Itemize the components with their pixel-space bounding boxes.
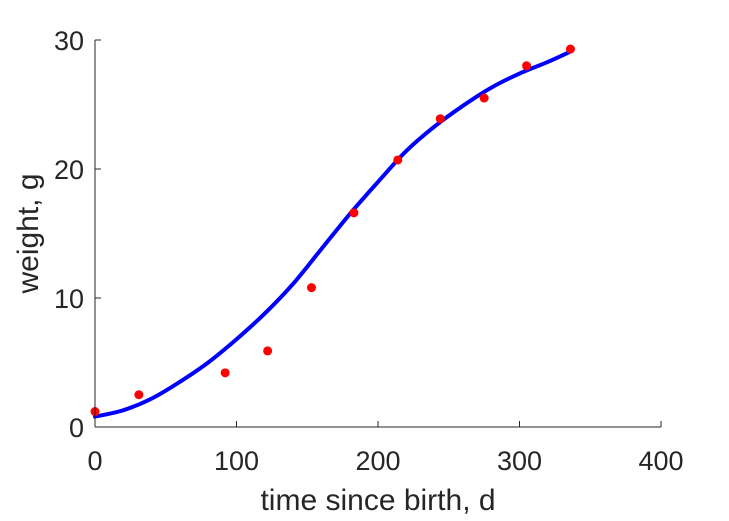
data-point [479,93,489,103]
data-point [522,61,532,71]
x-tick-label: 400 [638,446,683,476]
x-axis-title: time since birth, d [260,484,495,517]
y-tick-label: 30 [54,26,84,56]
data-point [565,44,575,54]
data-point [393,155,403,165]
fit-curve-line [93,49,573,419]
x-tick-label: 200 [355,446,400,476]
data-point [263,346,273,356]
data-point [435,114,445,124]
x-tick-label: 0 [87,446,102,476]
y-tick-label: 20 [54,155,84,185]
plot-lines [93,49,573,419]
y-ticks: 0 10 20 30 [54,26,101,443]
axes [94,40,661,428]
x-tick-label: 300 [497,446,542,476]
data-point [220,368,230,378]
data-point [134,390,144,400]
y-tick-label: 0 [69,413,84,443]
y-tick-label: 10 [54,284,84,314]
y-axis-title: weight, g [12,173,45,294]
data-point [306,283,316,293]
x-ticks: 0 100 200 300 400 [87,421,684,476]
data-point [349,208,359,218]
plot-points [90,44,575,417]
x-tick-label: 100 [214,446,259,476]
